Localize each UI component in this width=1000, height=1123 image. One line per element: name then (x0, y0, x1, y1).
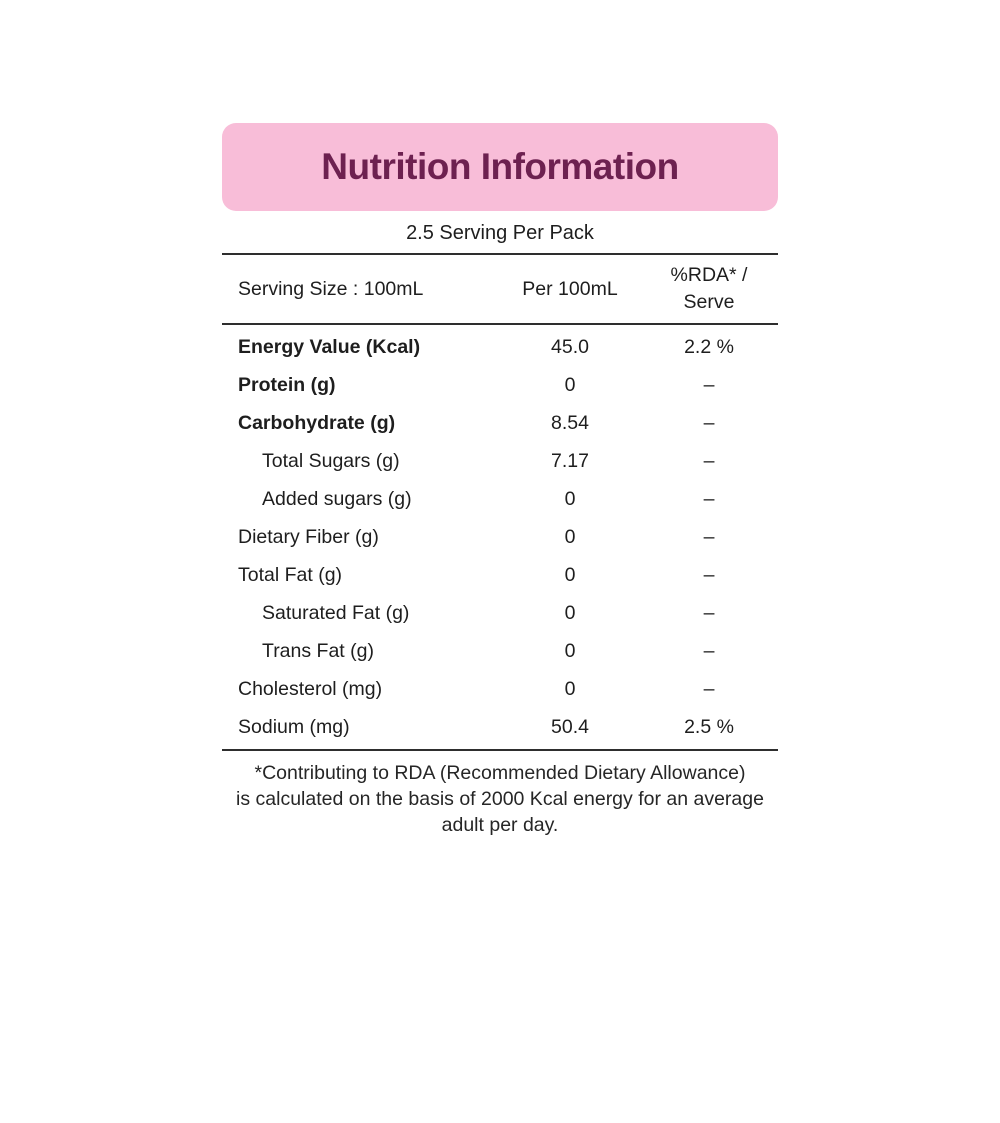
nutrient-name: Dietary Fiber (g) (238, 525, 379, 548)
nutrient-rda: – (703, 449, 715, 472)
footnote-line: *Contributing to RDA (Recommended Dietar… (254, 762, 746, 784)
nutrient-per-100ml: 50.4 (551, 715, 589, 738)
rda-header-line2: Serve (683, 291, 735, 313)
divider-bottom (222, 749, 778, 751)
nutrient-per-100ml: 0 (564, 639, 576, 662)
rda-footnote: *Contributing to RDA (Recommended Dietar… (222, 751, 778, 838)
nutrient-rda: – (703, 563, 715, 586)
nutrient-name: Protein (g) (238, 373, 336, 396)
nutrient-per-100ml: 0 (564, 525, 576, 548)
nutrient-name: Added sugars (g) (262, 487, 412, 510)
nutrient-name: Saturated Fat (g) (262, 601, 410, 624)
rda-header-line1: %RDA* / (670, 264, 748, 286)
nutrient-name: Total Sugars (g) (262, 449, 400, 472)
table-row-total-sugars: Total Sugars (g) 7.17 – (222, 442, 778, 480)
table-row-protein: Protein (g) 0 – (222, 366, 778, 404)
title-banner: Nutrition Information (222, 123, 778, 211)
nutrient-table-body: Energy Value (Kcal) 45.0 2.2 % Protein (… (222, 325, 778, 749)
table-row-saturated-fat: Saturated Fat (g) 0 – (222, 594, 778, 632)
nutrient-name: Sodium (mg) (238, 715, 350, 738)
nutrient-rda: 2.5 % (684, 715, 734, 738)
footnote-line: adult per day. (441, 814, 559, 836)
table-row-cholesterol: Cholesterol (mg) 0 – (222, 670, 778, 708)
nutrient-per-100ml: 0 (564, 373, 576, 396)
table-row-added-sugars: Added sugars (g) 0 – (222, 480, 778, 518)
footnote-line: is calculated on the basis of 2000 Kcal … (236, 788, 764, 810)
table-row-total-fat: Total Fat (g) 0 – (222, 556, 778, 594)
table-row-trans-fat: Trans Fat (g) 0 – (222, 632, 778, 670)
nutrient-rda: – (703, 487, 715, 510)
nutrient-per-100ml: 7.17 (551, 449, 589, 472)
nutrient-name: Cholesterol (mg) (238, 677, 383, 700)
nutrient-per-100ml: 8.54 (551, 411, 589, 434)
nutrient-per-100ml: 0 (564, 677, 576, 700)
nutrient-name: Trans Fat (g) (262, 639, 374, 662)
nutrient-rda: – (703, 677, 715, 700)
divider-top (222, 253, 778, 255)
nutrient-rda: – (703, 525, 715, 548)
divider-header (222, 323, 778, 325)
nutrient-name: Carbohydrate (g) (238, 411, 396, 434)
nutrient-per-100ml: 0 (564, 601, 576, 624)
nutrient-rda: – (703, 373, 715, 396)
table-row-sodium: Sodium (mg) 50.4 2.5 % (222, 708, 778, 746)
column-header-per-100ml: Per 100mL (522, 277, 618, 300)
page-title: Nutrition Information (321, 146, 679, 187)
nutrition-label: Nutrition Information 2.5 Serving Per Pa… (222, 123, 778, 838)
serving-per-pack-text: 2.5 Serving Per Pack (406, 222, 594, 244)
table-row-carbohydrate: Carbohydrate (g) 8.54 – (222, 404, 778, 442)
column-header-rda: %RDA* / Serve (640, 262, 778, 316)
nutrient-per-100ml: 45.0 (551, 335, 589, 358)
column-header-serving-size: Serving Size : 100mL (238, 277, 424, 300)
nutrient-rda: – (703, 601, 715, 624)
nutrient-rda: – (703, 411, 715, 434)
nutrient-per-100ml: 0 (564, 487, 576, 510)
nutrient-rda: – (703, 639, 715, 662)
table-row-energy: Energy Value (Kcal) 45.0 2.2 % (222, 328, 778, 366)
table-row-dietary-fiber: Dietary Fiber (g) 0 – (222, 518, 778, 556)
nutrient-per-100ml: 0 (564, 563, 576, 586)
nutrient-name: Energy Value (Kcal) (238, 335, 421, 358)
table-header: Serving Size : 100mL Per 100mL %RDA* / Se… (222, 255, 778, 323)
nutrient-name: Total Fat (g) (238, 563, 343, 586)
nutrient-rda: 2.2 % (684, 335, 734, 358)
